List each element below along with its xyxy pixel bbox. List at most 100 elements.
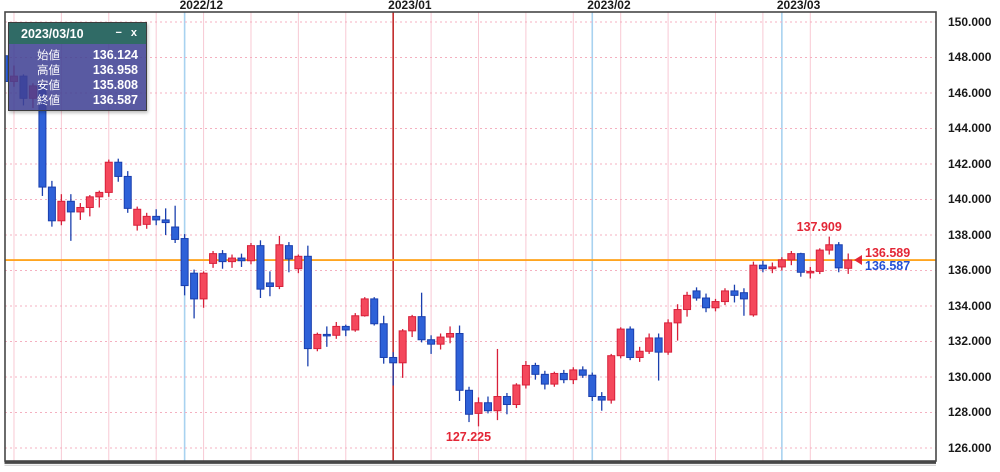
candle[interactable]	[815, 248, 824, 275]
candle[interactable]	[427, 335, 436, 354]
candle[interactable]	[171, 205, 180, 243]
candle[interactable]	[265, 271, 274, 297]
candle[interactable]	[768, 262, 777, 274]
candle[interactable]	[114, 158, 123, 182]
candle[interactable]	[607, 353, 616, 404]
candle[interactable]	[664, 319, 673, 355]
candle[interactable]	[360, 297, 369, 317]
candle[interactable]	[588, 372, 597, 401]
candle[interactable]	[379, 315, 388, 364]
candle-body	[76, 206, 85, 213]
candle[interactable]	[550, 371, 559, 387]
candle[interactable]	[218, 250, 227, 269]
candle[interactable]	[284, 242, 293, 273]
candle[interactable]	[370, 297, 379, 326]
candle[interactable]	[190, 269, 199, 319]
candle[interactable]	[806, 266, 815, 279]
candle[interactable]	[152, 209, 161, 226]
y-axis-label: 148.000	[948, 50, 992, 64]
candle[interactable]	[474, 397, 483, 427]
candle[interactable]	[455, 325, 464, 401]
x-axis-label: 2023/02	[587, 0, 631, 12]
candle[interactable]	[417, 292, 426, 343]
candle[interactable]	[341, 324, 350, 337]
candle[interactable]	[559, 369, 568, 384]
candle[interactable]	[692, 287, 701, 301]
candle[interactable]	[683, 291, 692, 317]
y-axis-label: 130.000	[948, 369, 992, 384]
candle[interactable]	[199, 271, 208, 308]
candle[interactable]	[730, 284, 739, 303]
candle[interactable]	[645, 333, 654, 354]
candle[interactable]	[616, 327, 625, 359]
candle[interactable]	[654, 333, 663, 381]
candle[interactable]	[180, 234, 189, 296]
candle[interactable]	[512, 383, 521, 409]
minimize-icon[interactable]: −	[115, 27, 122, 39]
candle[interactable]	[502, 392, 511, 415]
candle[interactable]	[635, 346, 644, 362]
candle[interactable]	[313, 332, 322, 352]
candle[interactable]	[95, 190, 104, 208]
candle[interactable]	[844, 253, 853, 274]
ohlc-tooltip-window[interactable]: 2023/03/10 − x 始値 136.124 高値 136.958 安値 …	[8, 22, 147, 111]
candle[interactable]	[825, 236, 834, 255]
candle[interactable]	[104, 159, 113, 197]
candle[interactable]	[673, 304, 682, 341]
candle[interactable]	[626, 326, 635, 361]
candle[interactable]	[720, 288, 729, 306]
candle[interactable]	[521, 361, 530, 389]
candle[interactable]	[531, 362, 540, 380]
tooltip-row-open: 始値 136.124	[9, 47, 146, 62]
tooltip-titlebar[interactable]: 2023/03/10 − x	[9, 23, 146, 44]
candle[interactable]	[133, 206, 142, 231]
tooltip-body: 始値 136.124 高値 136.958 安値 135.808 終値 136.…	[9, 44, 146, 110]
candle[interactable]	[758, 260, 767, 273]
candle[interactable]	[702, 293, 711, 313]
candle[interactable]	[332, 321, 341, 339]
candle[interactable]	[493, 348, 502, 421]
candle[interactable]	[834, 242, 843, 273]
candle[interactable]	[711, 298, 720, 312]
candle[interactable]	[66, 194, 75, 241]
candle[interactable]	[597, 392, 606, 411]
candle[interactable]	[408, 314, 417, 338]
candle-body	[616, 328, 625, 357]
candle-body	[607, 355, 616, 401]
candle[interactable]	[436, 333, 445, 350]
close-icon[interactable]: x	[130, 27, 137, 39]
candle[interactable]	[749, 261, 758, 317]
candle[interactable]	[446, 326, 455, 344]
candle[interactable]	[777, 257, 786, 271]
candle[interactable]	[85, 195, 94, 217]
candle[interactable]	[787, 250, 796, 266]
candle-body	[588, 374, 597, 398]
candle[interactable]	[322, 326, 331, 347]
candle[interactable]	[275, 235, 284, 290]
candle[interactable]	[389, 352, 398, 386]
candle[interactable]	[161, 208, 170, 235]
candle[interactable]	[540, 370, 549, 390]
candle[interactable]	[569, 367, 578, 385]
candle[interactable]	[294, 254, 303, 274]
candle[interactable]	[76, 203, 85, 220]
candle[interactable]	[123, 171, 132, 213]
candle[interactable]	[351, 313, 360, 332]
candle[interactable]	[398, 329, 407, 378]
candle[interactable]	[237, 253, 246, 267]
candle[interactable]	[209, 250, 218, 268]
candle[interactable]	[228, 254, 237, 268]
candle[interactable]	[142, 212, 151, 229]
candle-body	[66, 200, 75, 213]
candle[interactable]	[465, 386, 474, 423]
candle-body	[133, 208, 142, 226]
candle[interactable]	[796, 252, 805, 277]
candle[interactable]	[57, 194, 66, 226]
candle[interactable]	[578, 366, 587, 378]
candle[interactable]	[256, 240, 265, 299]
candle[interactable]	[246, 242, 255, 265]
candle[interactable]	[739, 288, 748, 316]
candle[interactable]	[483, 396, 492, 414]
candle[interactable]	[47, 180, 56, 227]
candle[interactable]	[303, 245, 312, 367]
